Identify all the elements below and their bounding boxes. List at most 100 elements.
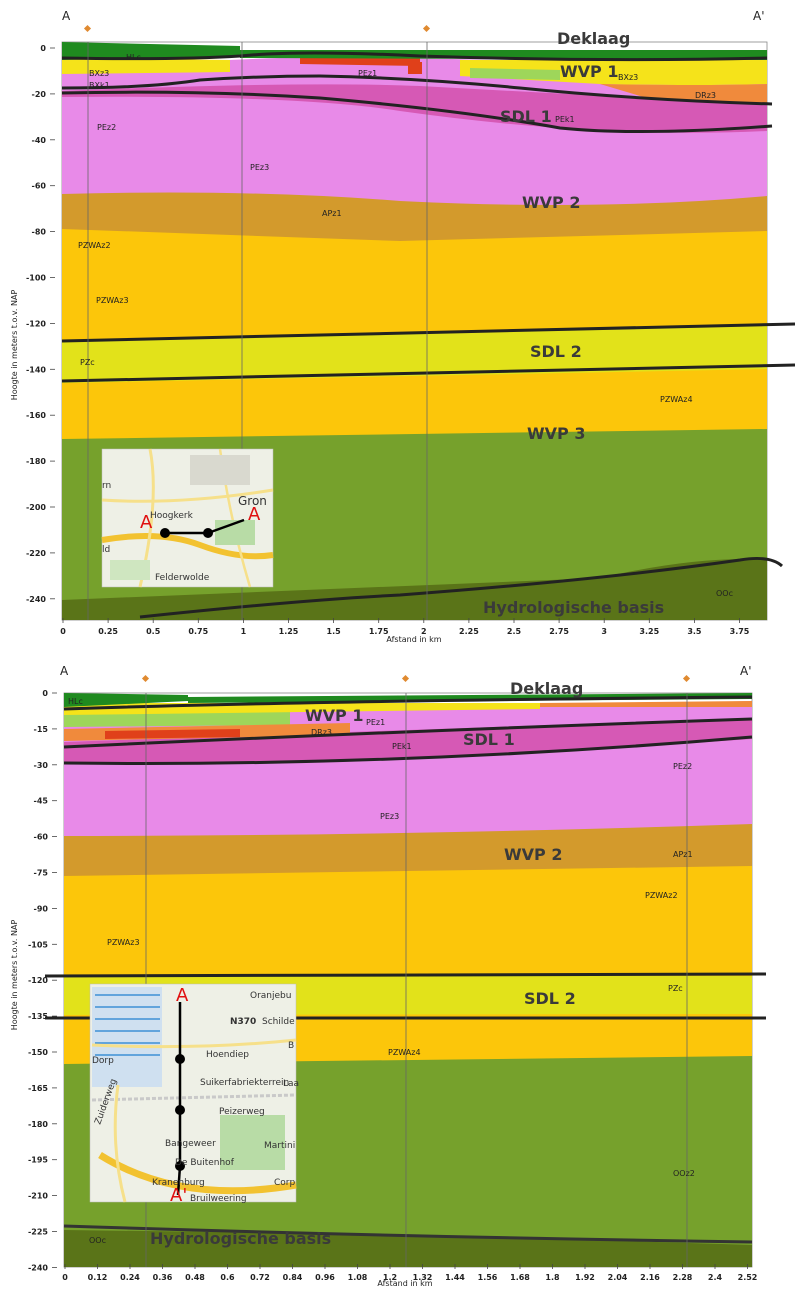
layer-light-green-1 [470, 68, 560, 80]
x-tick-label: 2.4 [708, 1273, 723, 1282]
layer-pez3 [62, 95, 767, 205]
layer-pzwaz4 [62, 368, 767, 439]
layer-apz1 [64, 823, 752, 876]
x-tick-label: 2.52 [738, 1273, 758, 1282]
layer-deklaag [62, 42, 240, 60]
y-tick-label: -120 [28, 976, 48, 985]
unit-ooz2: OOz2 [673, 1169, 695, 1178]
x-tick-label: 2.04 [608, 1273, 628, 1282]
y-tick-label: -160 [26, 411, 46, 420]
x-tick-label: 0.5 [146, 627, 161, 636]
unit-bxk1: BXk1 [89, 81, 110, 90]
label-sdl1: SDL 1 [500, 107, 552, 126]
y-tick-label: -15 [34, 725, 49, 734]
unit-pzwaz2: PZWAz2 [645, 891, 678, 900]
unit-pzwaz3: PZWAz3 [96, 296, 129, 305]
corner-label-a: A [60, 664, 69, 678]
x-tick-label: 3.25 [639, 627, 659, 636]
boundary-sdl1-top [63, 717, 753, 749]
x-tick-label: 1.5 [327, 627, 342, 636]
boundary-sdl1-bottom [63, 735, 753, 765]
y-tick-label: -140 [26, 365, 46, 374]
map2-marker-a2: A' [170, 1185, 187, 1206]
x-tick-label: 2.25 [459, 627, 479, 636]
map2-place-laa: Laa [283, 1079, 299, 1089]
map2-place-b: B [288, 1041, 294, 1051]
y-tick-label: -75 [34, 869, 49, 878]
map2-marker-a: A [176, 985, 189, 1006]
unit-pez2: PEz2 [673, 762, 692, 771]
y-tick-label: -200 [26, 503, 46, 512]
y-tick-label: 0 [42, 689, 48, 698]
well-marker-2 [422, 24, 431, 33]
unit-drz3: DRz3 [311, 728, 332, 737]
unit-bxz3-a: BXz3 [89, 69, 109, 78]
label-sdl1: SDL 1 [463, 730, 515, 749]
x-tick-label: 0.72 [250, 1273, 270, 1282]
unit-pzc: PZc [80, 358, 95, 367]
inset-map-1: A A Hoogkerk Gron Felderwolde rn ld [101, 448, 274, 588]
y-tick-label: -60 [32, 182, 47, 191]
well-marker-3 [682, 674, 691, 683]
x-tick-label: 1.2 [383, 1273, 397, 1282]
map1-place-hoogkerk: Hoogkerk [150, 511, 194, 521]
map1-place-ld: ld [102, 545, 110, 555]
unit-pez1: PEz1 [358, 69, 377, 78]
x-tick-label: 0.12 [88, 1273, 108, 1282]
boundary-basis [63, 1224, 753, 1244]
label-wvp2: WVP 2 [522, 193, 580, 212]
x-tick-label: 0.36 [153, 1273, 173, 1282]
y-tick-label: -100 [26, 274, 46, 283]
x-tick-label: 0.48 [185, 1273, 205, 1282]
y-tick-label: -165 [28, 1084, 48, 1093]
y-tick-label: -105 [28, 940, 48, 949]
x-tick-label: 0.6 [220, 1273, 235, 1282]
x-tick-label: 1 [241, 627, 247, 636]
unit-pez1: PEz1 [366, 718, 385, 727]
map2-place-oranjebu: Oranjebu [250, 991, 291, 1001]
x-tick-label: 1.08 [348, 1273, 368, 1282]
x-tick-label: 0.25 [98, 627, 118, 636]
x-tick-label: 2.75 [549, 627, 569, 636]
map1-marker-a: A [140, 512, 153, 533]
y-tick-label: -30 [34, 761, 49, 770]
unit-pez3: PEz3 [250, 163, 269, 172]
unit-pek1: PEk1 [392, 742, 412, 751]
unit-hlc: HLc [126, 53, 141, 62]
y-tick-label: -150 [28, 1048, 48, 1057]
boundary-sdl2-top [44, 972, 767, 978]
x-tick-label: 1.56 [478, 1273, 498, 1282]
x-tick-label: 2.5 [507, 627, 522, 636]
unit-pzwaz4: PZWAz4 [660, 395, 693, 404]
unit-apz1: APz1 [673, 850, 693, 859]
unit-pzwaz3: PZWAz3 [107, 938, 140, 947]
label-deklaag: Deklaag [557, 29, 630, 48]
map2-place-corp: Corp [274, 1178, 295, 1188]
boundary-basis [139, 557, 784, 619]
y-tick-label: -120 [26, 319, 46, 328]
x-tick-label: 2.28 [673, 1273, 693, 1282]
x-tick-label: 1.8 [545, 1273, 560, 1282]
map1-place-gron: Gron [238, 494, 267, 508]
x-tick-label: 1.75 [369, 627, 389, 636]
label-deklaag: Deklaag [510, 679, 583, 698]
unit-pez2: PEz2 [97, 123, 116, 132]
y-tick-label: -240 [28, 1263, 48, 1272]
map2-place-suikerfabriek: Suikerfabriekterrein [200, 1078, 289, 1088]
label-wvp1: WVP 1 [305, 706, 363, 725]
x-tick-label: 3 [601, 627, 607, 636]
cross-section-panel-1: A A' Hoogte in meters t.o.v. NAP Afstand… [10, 9, 795, 644]
unit-bxz3-b: BXz3 [618, 73, 638, 82]
y-axis-label: Hoogte in meters t.o.v. NAP [10, 920, 19, 1031]
label-sdl2: SDL 2 [530, 342, 582, 361]
unit-pzc: PZc [668, 984, 683, 993]
map1-marker-a2: A [248, 504, 261, 525]
y-tick-label: -220 [26, 549, 46, 558]
map2-place-kranenburg: Kranenburg [152, 1178, 205, 1188]
x-axis-label: Afstand in km [386, 635, 441, 644]
x-tick-label: 0.24 [120, 1273, 140, 1282]
y-tick-label: -180 [26, 457, 46, 466]
well-marker-2 [401, 674, 410, 683]
y-tick-label: -20 [32, 90, 47, 99]
layer-pzwaz2-3 [62, 228, 767, 342]
